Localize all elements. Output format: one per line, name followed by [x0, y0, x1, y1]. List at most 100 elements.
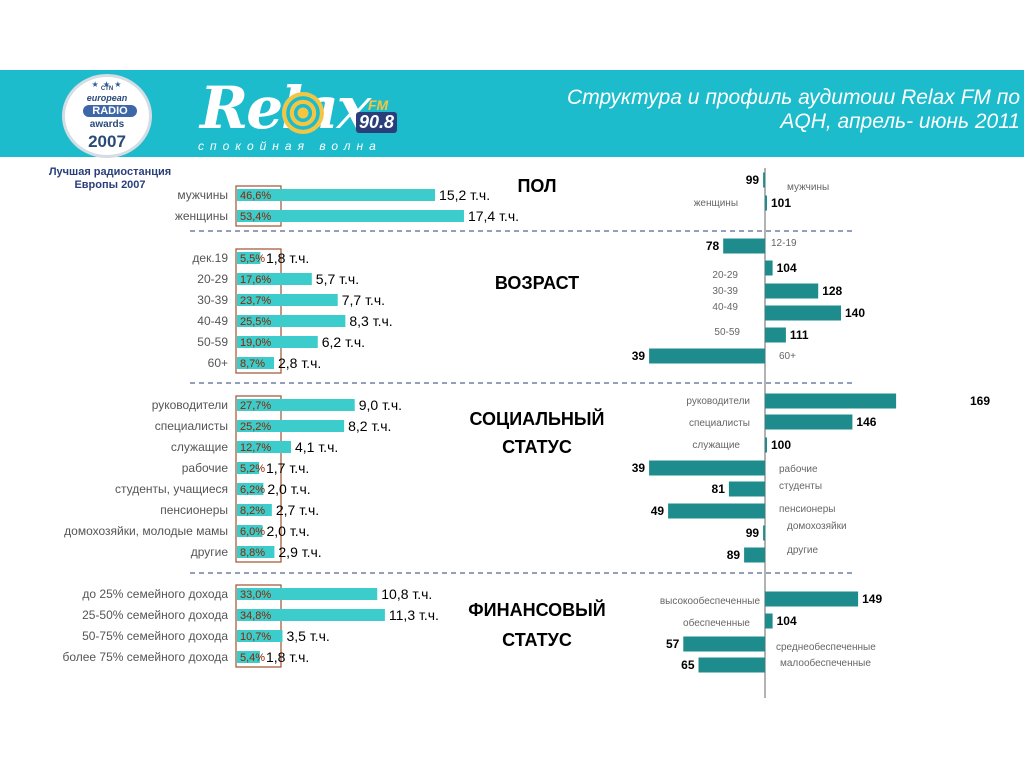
- affinity-bar: [765, 283, 819, 299]
- affinity-category-label: обеспеченные: [683, 617, 750, 629]
- pct-label: 34,8%: [240, 610, 271, 622]
- share-bar: [237, 588, 378, 600]
- affinity-value-label: 104: [777, 614, 797, 628]
- pct-column-box: [235, 185, 282, 227]
- row-label: более 75% семейного дохода: [62, 650, 228, 664]
- affinity-bar: [765, 305, 841, 321]
- section-title: СТАТУС: [502, 630, 572, 650]
- abs-value-label: 4,1 т.ч.: [295, 439, 338, 455]
- pct-label: 8,8%: [240, 547, 265, 559]
- affinity-value-label: 99: [746, 526, 760, 540]
- affinity-category-label: малообеспеченные: [780, 657, 871, 669]
- abs-value-label: 3,5 т.ч.: [286, 628, 329, 644]
- affinity-value-label: 65: [681, 658, 695, 672]
- section-title: ВОЗРАСТ: [495, 273, 579, 293]
- affinity-value-label: 104: [777, 261, 797, 275]
- affinity-category-label: специалисты: [689, 418, 750, 429]
- abs-value-label: 6,2 т.ч.: [322, 334, 365, 350]
- share-bar: [237, 609, 385, 621]
- affinity-category-label: высокообеспеченные: [660, 595, 761, 607]
- affinity-category-label: 12-19: [771, 238, 797, 249]
- abs-value-label: 1,8 т.ч.: [266, 649, 309, 665]
- affinity-bar: [728, 481, 765, 497]
- row-label: 60+: [208, 356, 228, 370]
- title-line-1: Структура и профиль аудитоии Relax FM по: [567, 86, 1020, 109]
- affinity-bar: [763, 525, 766, 541]
- row-label: студенты, учащиеся: [115, 482, 228, 496]
- row-label: до 25% семейного дохода: [82, 587, 228, 601]
- pct-label: 6,0%: [240, 526, 265, 538]
- pct-label: 33,0%: [240, 589, 271, 601]
- affinity-value-label: 146: [856, 415, 876, 429]
- title-line-2: AQH, апрель- июнь 2011: [780, 110, 1020, 133]
- affinity-category-label: 20-29: [712, 270, 738, 281]
- pct-label: 5,2%: [240, 463, 265, 475]
- pct-label: 12,7%: [240, 442, 271, 454]
- abs-value-label: 9,0 т.ч.: [359, 397, 402, 413]
- abs-value-label: 8,3 т.ч.: [349, 313, 392, 329]
- pct-label: 6,2%: [240, 484, 265, 496]
- abs-value-label: 15,2 т.ч.: [439, 187, 490, 203]
- affinity-bar: [765, 327, 786, 343]
- row-label: дек.19: [192, 251, 228, 265]
- row-label: 40-49: [197, 314, 228, 328]
- affinity-category-label: мужчины: [787, 182, 829, 193]
- pct-column-box: [235, 395, 282, 563]
- affinity-bar: [683, 636, 765, 652]
- affinity-bar: [649, 348, 765, 364]
- affinity-bar: [765, 613, 773, 629]
- affinity-bar: [668, 503, 765, 519]
- abs-value-label: 8,2 т.ч.: [348, 418, 391, 434]
- affinity-category-label: 40-49: [712, 302, 738, 313]
- share-bar: [237, 504, 272, 516]
- affinity-bar: [723, 238, 765, 254]
- badge-european: european: [86, 93, 128, 103]
- affinity-category-label: студенты: [779, 481, 822, 492]
- pct-column-box: [235, 584, 282, 668]
- share-bar: [237, 651, 260, 663]
- share-bar: [237, 399, 355, 411]
- affinity-category-label: 30-39: [712, 286, 738, 297]
- row-label: пенсионеры: [160, 503, 228, 517]
- row-label: 20-29: [197, 272, 228, 286]
- share-bar: [237, 357, 274, 369]
- logo-slogan: спокойная волна: [198, 139, 382, 153]
- affinity-value-label: 39: [632, 349, 646, 363]
- abs-value-label: 11,3 т.ч.: [389, 607, 439, 623]
- row-label: специалисты: [155, 419, 228, 433]
- affinity-value-label: 81: [712, 482, 726, 496]
- row-label: 25-50% семейного дохода: [82, 608, 228, 622]
- pct-label: 10,7%: [240, 631, 271, 643]
- badge-stars: ★ ★ ★: [91, 80, 123, 89]
- affinity-value-label: 99: [746, 173, 760, 187]
- section-title: ПОЛ: [517, 176, 556, 196]
- affinity-bar: [698, 657, 765, 673]
- abs-value-label: 7,7 т.ч.: [342, 292, 385, 308]
- affinity-category-label: пенсионеры: [779, 504, 835, 515]
- award-caption: Лучшая радиостанция Европы 2007: [30, 166, 190, 192]
- row-label: 30-39: [197, 293, 228, 307]
- affinity-bar: [649, 460, 765, 476]
- affinity-category-label: 60+: [779, 351, 796, 362]
- abs-value-label: 1,8 т.ч.: [266, 250, 309, 266]
- row-label: 50-59: [197, 335, 228, 349]
- share-bar: [237, 315, 346, 327]
- pct-label: 5,4%: [240, 652, 265, 664]
- row-label: руководители: [152, 398, 228, 412]
- affinity-value-label: 101: [771, 196, 791, 210]
- abs-value-label: 2,9 т.ч.: [278, 544, 321, 560]
- page-title: Структура и профиль аудитоии Relax FM по…: [460, 86, 1020, 134]
- row-label: другие: [191, 545, 229, 559]
- pct-label: 8,7%: [240, 358, 265, 370]
- affinity-value-label: 149: [862, 592, 882, 606]
- section-title: ФИНАНСОВЫЙ: [468, 599, 605, 620]
- abs-value-label: 2,0 т.ч.: [267, 481, 310, 497]
- row-label: 50-75% семейного дохода: [82, 629, 228, 643]
- affinity-bar: [765, 414, 853, 430]
- section-title: СОЦИАЛЬНЫЙ: [470, 408, 605, 429]
- affinity-value-label: 128: [822, 284, 842, 298]
- pct-label: 53,4%: [240, 211, 271, 223]
- award-caption-line-1: Лучшая радиостанция: [48, 166, 172, 178]
- affinity-value-label: 111: [790, 328, 809, 342]
- badge-year: 2007: [88, 132, 126, 151]
